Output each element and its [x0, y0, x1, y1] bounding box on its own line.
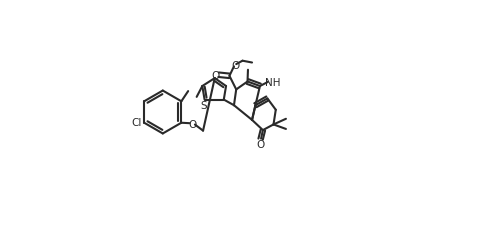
- Text: Cl: Cl: [132, 117, 142, 127]
- Text: NH: NH: [265, 78, 280, 88]
- Text: O: O: [231, 60, 239, 70]
- Text: O: O: [212, 70, 220, 80]
- Text: S: S: [200, 101, 207, 111]
- Text: O: O: [188, 119, 196, 129]
- Text: O: O: [256, 139, 264, 149]
